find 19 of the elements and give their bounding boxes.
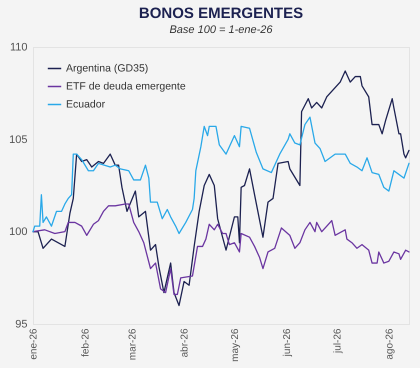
chart-subtitle: Base 100 = 1-ene-26 bbox=[169, 24, 274, 36]
y-tick-label: 110 bbox=[10, 42, 28, 54]
line-series bbox=[32, 116, 410, 234]
legend-label: ETF de deuda emergente bbox=[66, 80, 186, 92]
x-tick-label: feb-26 bbox=[80, 328, 92, 357]
x-tick-label: jun-26 bbox=[282, 328, 293, 358]
y-tick-label: 100 bbox=[9, 226, 28, 238]
chart-title: BONOS EMERGENTES bbox=[138, 5, 304, 22]
x-tick-label: mar-26 bbox=[128, 328, 139, 360]
x-tick-label: abr-26 bbox=[180, 328, 191, 358]
x-tick-label: may-26 bbox=[230, 328, 241, 362]
x-tick-label: ene-26 bbox=[28, 328, 40, 360]
y-tick-label: 105 bbox=[9, 134, 28, 146]
legend-label: Ecuador bbox=[66, 98, 106, 110]
line-series bbox=[32, 203, 410, 296]
legend-label: Argentina (GD35) bbox=[66, 62, 148, 74]
x-tick-label: ago-26 bbox=[384, 328, 396, 360]
x-tick-label: jul-26 bbox=[332, 328, 344, 354]
y-tick-label: 95 bbox=[15, 318, 28, 330]
